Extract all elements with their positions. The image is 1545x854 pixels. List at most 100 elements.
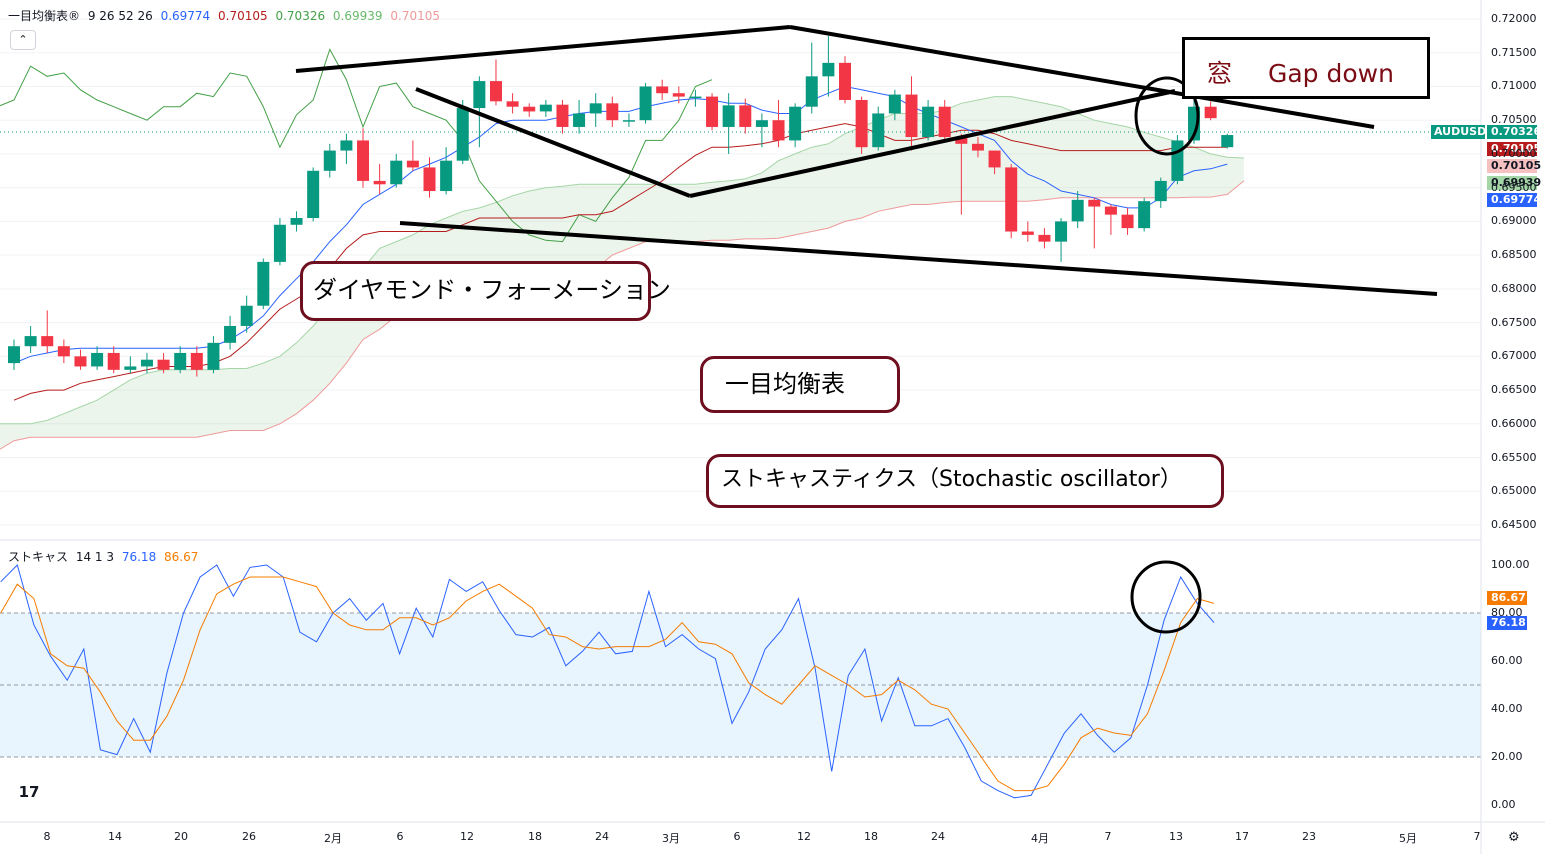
cloud-segment: [745, 172, 762, 239]
cloud-segment: [1210, 153, 1228, 198]
cloud-segment: [712, 180, 729, 241]
cloud-segment: [47, 413, 64, 438]
cloud-segment: [196, 369, 214, 438]
price-tick-label: 0.66500: [1491, 383, 1537, 397]
candle-body: [822, 62, 835, 77]
tradingview-logo-icon[interactable]: 17: [12, 780, 46, 804]
stoch-value-tag: 76.18: [1487, 616, 1527, 630]
candle-body: [124, 366, 137, 370]
candle-body: [323, 150, 336, 171]
stoch-tick-label: 60.00: [1491, 654, 1523, 667]
cloud-segment: [1094, 120, 1111, 198]
candle-body: [506, 101, 519, 107]
legend-value-1: 0.69774: [160, 9, 211, 23]
time-tick-label: 24: [595, 830, 609, 843]
candle-body: [1154, 180, 1167, 202]
candle-body: [340, 140, 353, 151]
price-tag: 0.70105: [1487, 142, 1541, 156]
candle-body: [1138, 201, 1151, 229]
cloud-segment: [80, 400, 98, 438]
candle-body: [290, 218, 303, 225]
price-tick-label: 0.65500: [1491, 450, 1537, 464]
candle-body: [1038, 234, 1051, 242]
cloud-segment: [1127, 126, 1145, 198]
candlestick-series: [8, 35, 1234, 377]
candle-body: [41, 336, 54, 347]
candle-body: [1221, 135, 1234, 148]
candle-body: [988, 150, 1001, 168]
candle-body: [1204, 106, 1217, 119]
candle-body: [955, 137, 968, 144]
candle-body: [273, 224, 286, 262]
candle-body: [207, 342, 220, 370]
candle-body: [224, 325, 237, 343]
price-tick-label: 0.70500: [1491, 113, 1537, 127]
trendline-upper-right: [789, 25, 1375, 129]
price-tick-label: 0.72000: [1491, 12, 1537, 25]
cloud-segment: [1194, 147, 1211, 198]
time-tick-label: 20: [174, 830, 188, 843]
candle-body: [622, 120, 635, 122]
cloud-segment: [213, 368, 231, 434]
candle-body: [971, 143, 984, 151]
cloud-segment: [113, 379, 131, 438]
candle-body: [905, 94, 918, 138]
price-tick-label: 0.68000: [1491, 281, 1537, 295]
candle-body: [706, 96, 719, 127]
candle-body: [157, 359, 170, 370]
candle-body: [1005, 167, 1018, 232]
price-tag: 0.69939: [1487, 176, 1541, 190]
candle-body: [8, 346, 20, 364]
time-tick-label: 3月: [662, 832, 680, 845]
candle-body: [456, 108, 469, 161]
cloud-segment: [628, 184, 646, 249]
candle-body: [423, 167, 436, 192]
candle-body: [473, 81, 486, 109]
cloud-segment: [246, 363, 264, 431]
annotation-diamond: ダイヤモンド・フォーメーション: [300, 261, 671, 321]
annotation-ichimoku: 一目均衡表: [700, 356, 900, 413]
stoch-tick-label: 40.00: [1491, 702, 1523, 715]
candle-body: [240, 305, 253, 326]
candle-body: [257, 261, 270, 306]
cloud-segment: [313, 305, 330, 401]
stoch-circle: [1130, 560, 1202, 634]
price-tag: 0.69774: [1487, 193, 1541, 207]
cloud-segment: [63, 406, 81, 438]
candle-body: [922, 106, 935, 138]
settings-gear-icon[interactable]: ⚙: [1508, 830, 1520, 845]
time-tick-label: 14: [108, 830, 122, 843]
collapse-legend-button[interactable]: ⌃: [10, 30, 36, 50]
cloud-segment: [1061, 106, 1078, 198]
candle-body: [805, 76, 818, 107]
time-tick-label: 17: [1235, 830, 1249, 843]
cloud-segment: [1027, 99, 1045, 202]
stoch-k-value: 76.18: [121, 550, 157, 564]
cloud-segment: [977, 96, 995, 202]
price-tick-label: 0.67500: [1491, 315, 1537, 329]
candle-body: [307, 170, 320, 219]
candle-body: [390, 160, 403, 185]
price-tick-label: 0.68500: [1491, 248, 1537, 262]
stoch-d-line: [0, 576, 1215, 792]
candle-body: [1088, 199, 1101, 207]
cloud-segment: [595, 184, 613, 269]
trendline-lower: [399, 221, 1438, 296]
time-tick-label: 2月: [324, 832, 342, 845]
cloud-segment: [163, 369, 181, 438]
price-tick-label: 0.69000: [1491, 214, 1537, 228]
stoch-name: ストキャス: [8, 550, 69, 564]
legend-value-4: 0.69939: [332, 9, 383, 23]
cloud-segment: [662, 184, 679, 242]
chikou-span: [0, 48, 713, 243]
time-tick-label: 26: [242, 830, 256, 843]
cloud-segment: [1227, 157, 1244, 195]
candle-body: [689, 96, 702, 99]
candle-body: [1071, 199, 1084, 222]
candle-body: [1171, 140, 1184, 181]
candle-body: [539, 104, 552, 112]
time-tick-label: 7: [1104, 830, 1112, 843]
gap-circle: [1134, 76, 1200, 156]
